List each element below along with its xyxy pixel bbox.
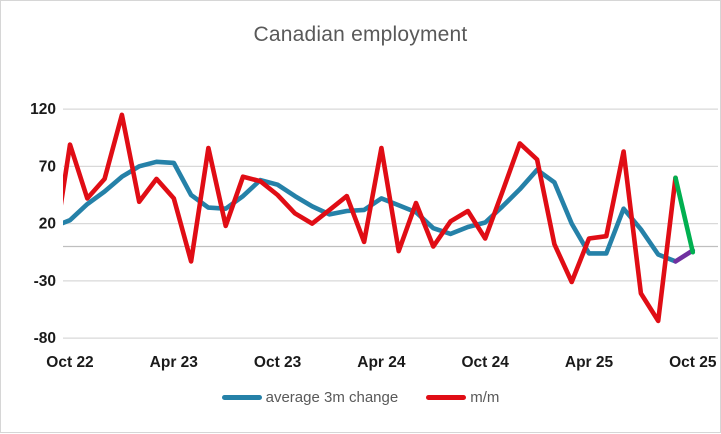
y-axis-tick-label: 120: [30, 101, 56, 118]
x-axis-tick-label: Apr 24: [357, 354, 406, 371]
line-mm-estimate: [673, 175, 696, 255]
legend-label: m/m: [470, 389, 500, 406]
line-average-3m-change: [63, 159, 678, 264]
x-axis-tick-label: Oct 22: [46, 354, 93, 371]
x-axis-tick-label: Oct 23: [254, 354, 302, 371]
legend-item-average-3m-change: average 3m change: [221, 389, 399, 406]
x-axis-tick-label: Oct 24: [462, 354, 510, 371]
legend-swatch-red-line-icon: [426, 395, 467, 400]
legend-item-mm: m/m: [426, 389, 499, 406]
y-axis-tick-label: -80: [34, 330, 56, 347]
x-axis-tick-label: Apr 25: [565, 354, 614, 371]
y-axis-tick-label: -30: [34, 273, 56, 290]
legend-swatch-blue-line-icon: [221, 395, 262, 400]
line-avg-estimate: [673, 248, 696, 264]
legend-label: average 3m change: [265, 389, 399, 406]
x-axis-tick-label: Apr 23: [150, 354, 199, 371]
legend: average 3m change m/m: [1, 389, 720, 406]
line-m-m: [63, 112, 678, 324]
y-axis-tick-label: 70: [39, 158, 56, 175]
chart-title: Canadian employment: [253, 23, 468, 46]
y-axis-tick-label: 20: [39, 216, 56, 233]
series-group: [63, 112, 696, 324]
x-axis-tick-label: Oct 25: [669, 354, 717, 371]
